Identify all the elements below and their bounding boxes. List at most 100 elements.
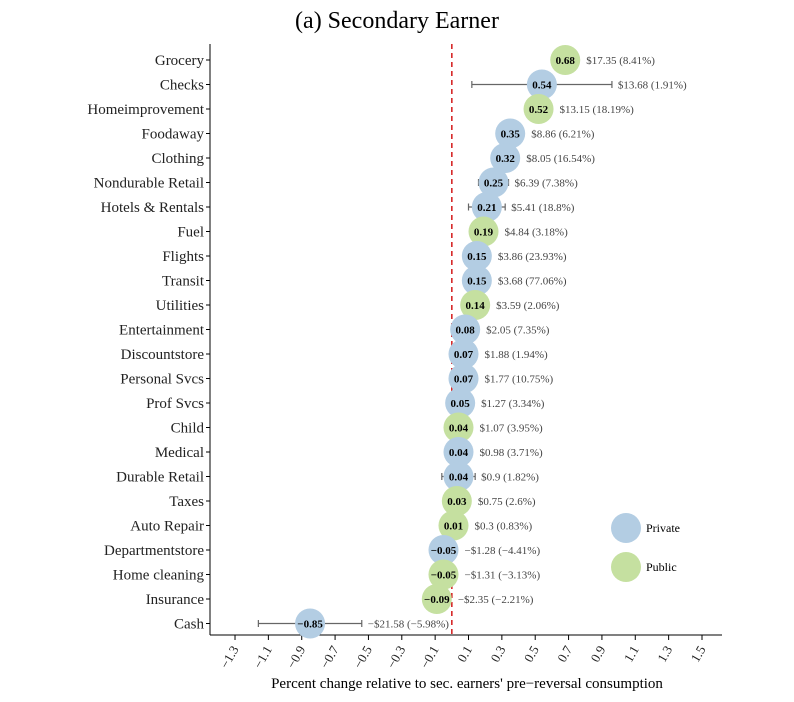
- category-label: Insurance: [146, 592, 205, 608]
- point-annotation: $5.41 (18.8%): [511, 202, 575, 214]
- plot-area: −1.3 −1.1 −0.9 −0.7 −0.5 −0.3 −0.1 0.1 0.3 0.5 0.7…: [87, 44, 722, 671]
- point-value-label: 0.54: [532, 80, 552, 92]
- point-marker: [295, 608, 326, 639]
- point-value-label: 0.19: [474, 227, 494, 239]
- category-label: Fuel: [177, 225, 204, 241]
- point-annotation: $0.75 (2.6%): [478, 496, 536, 508]
- x-tick-label: −0.7: [317, 643, 342, 671]
- x-tick-label: 1.1: [621, 643, 642, 665]
- x-axis-label: Percent change relative to sec. earners'…: [271, 676, 663, 692]
- point-annotation: $0.9 (1.82%): [481, 472, 539, 484]
- category-row: Transit 0.15 $3.68 (77.06%): [162, 265, 567, 296]
- category-row: Discountstore 0.07 $1.88 (1.94%): [121, 339, 548, 369]
- point-annotation: $8.05 (16.54%): [526, 153, 595, 165]
- x-tick-label: −1.3: [217, 643, 242, 671]
- point-value-label: 0.25: [484, 178, 504, 190]
- point-value-label: 0.15: [467, 276, 487, 288]
- x-tick-label: 0.5: [521, 643, 542, 665]
- x-tick-label: 0.1: [454, 643, 475, 665]
- category-label: Clothing: [151, 151, 204, 167]
- x-tick-label: 0.9: [587, 643, 608, 665]
- category-row: Entertainment 0.08 $2.05 (7.35%): [119, 314, 550, 345]
- category-label: Durable Retail: [116, 470, 204, 486]
- point-value-label: 0.03: [447, 496, 467, 508]
- point-annotation: $8.86 (6.21%): [531, 129, 595, 141]
- point-marker: [460, 290, 491, 320]
- point-marker: [495, 118, 526, 149]
- point-annotation: $1.27 (3.34%): [481, 398, 545, 410]
- point-marker: [490, 143, 521, 173]
- category-label: Foodaway: [142, 127, 205, 143]
- point-value-label: 0.05: [451, 398, 471, 410]
- category-label: Taxes: [169, 494, 204, 510]
- category-label: Entertainment: [119, 323, 205, 339]
- point-marker: [441, 486, 472, 516]
- legend-label: Public: [646, 560, 677, 574]
- point-value-label: 0.01: [444, 521, 463, 533]
- point-value-label: 0.21: [477, 202, 496, 214]
- point-annotation: $0.3 (0.83%): [474, 521, 532, 533]
- category-row: Grocery 0.68 $17.35 (8.41%): [155, 45, 655, 75]
- point-annotation: $1.77 (10.75%): [484, 374, 553, 386]
- point-marker: [550, 45, 581, 75]
- category-label: Medical: [155, 445, 204, 461]
- category-row: Clothing 0.32 $8.05 (16.54%): [151, 143, 595, 173]
- point-annotation: $3.59 (2.06%): [496, 300, 560, 312]
- point-value-label: 0.04: [449, 447, 469, 459]
- category-row: Medical 0.04 $0.98 (3.71%): [155, 437, 543, 467]
- x-tick-label: 0.3: [487, 643, 508, 665]
- point-marker: [428, 535, 459, 565]
- category-label: Homeimprovement: [87, 102, 204, 118]
- category-label: Child: [171, 421, 205, 437]
- point-annotation: $3.68 (77.06%): [498, 276, 567, 288]
- x-tick-label: 1.3: [654, 643, 675, 665]
- category-row: Prof Svcs 0.05 $1.27 (3.34%): [146, 388, 545, 418]
- point-marker: [450, 314, 481, 345]
- point-marker: [468, 216, 499, 247]
- point-marker: [523, 94, 554, 124]
- category-row: Homeimprovement 0.52 $13.15 (18.19%): [87, 94, 634, 124]
- category-row: Auto Repair 0.01 $0.3 (0.83%): [130, 510, 533, 541]
- point-value-label: −0.09: [424, 594, 450, 606]
- category-label: Utilities: [156, 298, 204, 314]
- category-label: Flights: [162, 249, 204, 265]
- point-marker: [443, 412, 474, 443]
- legend-label: Private: [646, 521, 680, 535]
- point-marker: [526, 69, 557, 100]
- category-row: Departmentstore −0.05 −$1.28 (−4.41%): [104, 535, 540, 565]
- category-label: Home cleaning: [113, 568, 205, 584]
- category-label: Grocery: [155, 53, 205, 69]
- x-tick-label: −0.9: [284, 643, 309, 671]
- point-marker: [445, 388, 476, 418]
- point-annotation: −$2.35 (−2.21%): [458, 594, 534, 606]
- category-row: Personal Svcs 0.07 $1.77 (10.75%): [120, 363, 554, 394]
- category-row: Utilities 0.14 $3.59 (2.06%): [156, 290, 560, 320]
- point-annotation: −$1.31 (−3.13%): [464, 570, 540, 582]
- point-marker: [448, 363, 479, 394]
- point-marker: [421, 584, 452, 614]
- point-annotation: $1.07 (3.95%): [479, 423, 543, 435]
- point-annotation: $2.05 (7.35%): [486, 325, 550, 337]
- point-value-label: 0.07: [454, 349, 474, 361]
- point-marker: [443, 461, 474, 492]
- category-row: Checks 0.54 $13.68 (1.91%): [160, 69, 687, 100]
- point-annotation: $4.84 (3.18%): [505, 227, 569, 239]
- point-annotation: −$1.28 (−4.41%): [464, 545, 540, 557]
- point-marker: [428, 559, 459, 590]
- point-annotation: $0.98 (3.71%): [479, 447, 543, 459]
- point-marker: [471, 192, 502, 222]
- point-marker: [443, 437, 474, 467]
- category-label: Nondurable Retail: [94, 176, 204, 192]
- category-row: Cash −0.85 −$21.58 (−5.98%): [174, 608, 449, 639]
- category-label: Checks: [160, 78, 204, 94]
- point-marker: [438, 510, 469, 541]
- point-value-label: 0.04: [449, 423, 469, 435]
- category-row: Fuel 0.19 $4.84 (3.18%): [177, 216, 569, 247]
- point-value-label: 0.32: [496, 153, 516, 165]
- category-label: Prof Svcs: [146, 396, 204, 412]
- category-row: Taxes 0.03 $0.75 (2.6%): [169, 486, 536, 516]
- x-tick-label: −0.3: [384, 643, 409, 671]
- point-value-label: 0.04: [449, 472, 469, 484]
- category-label: Cash: [174, 617, 205, 633]
- category-label: Departmentstore: [104, 543, 204, 559]
